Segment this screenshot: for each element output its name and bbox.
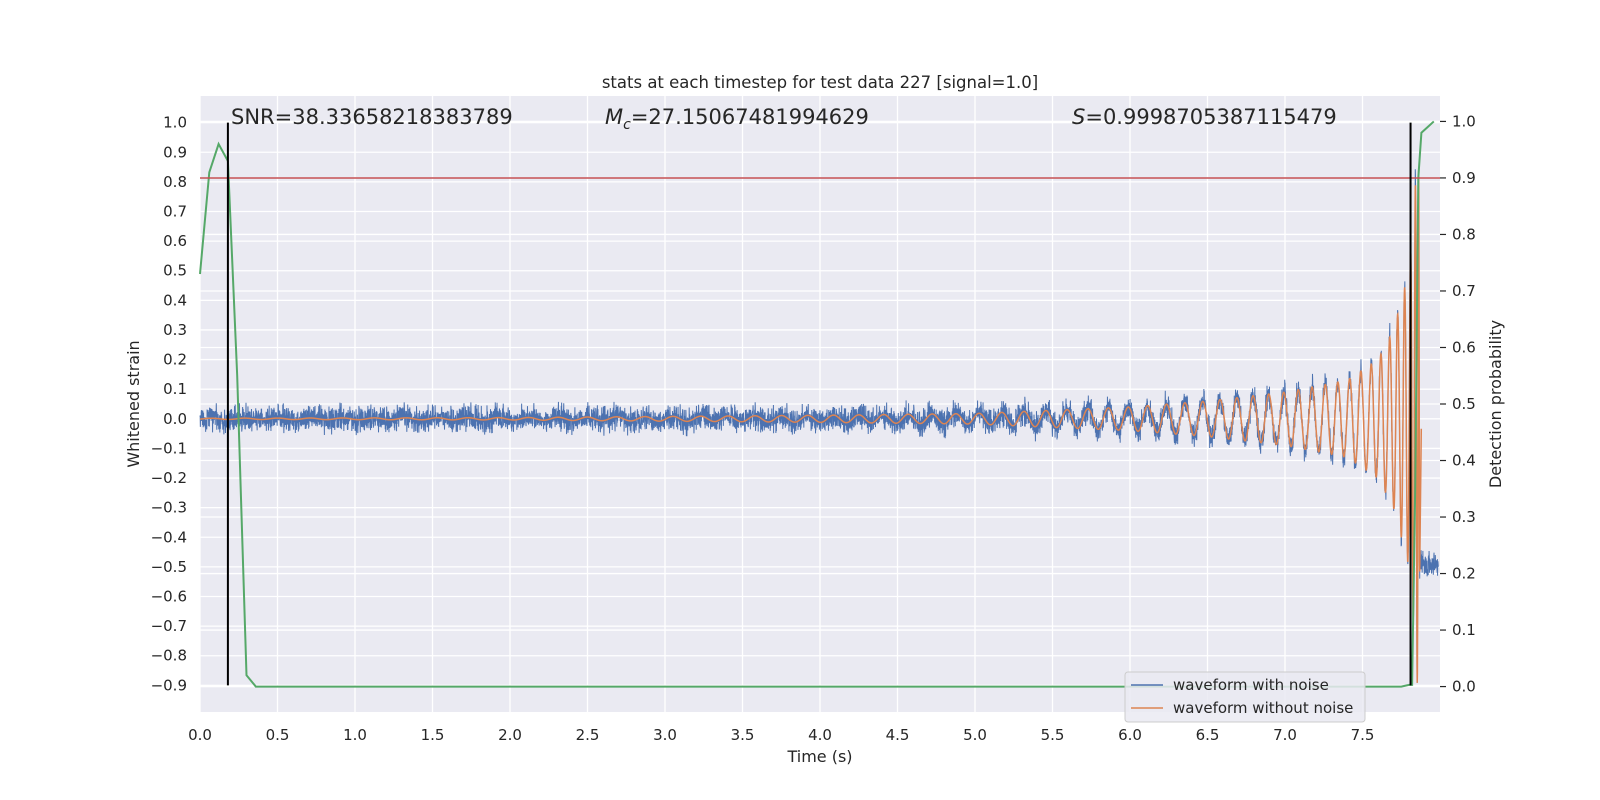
x-tick-label: 6.0	[1118, 726, 1142, 744]
y-tick-label: −0.4	[151, 528, 187, 546]
grid-lines	[199, 96, 1440, 712]
y-tick-label: −0.3	[151, 499, 187, 517]
y-tick-label: −0.9	[151, 676, 187, 694]
series-waveform-without-noise	[199, 170, 1423, 683]
series-waveform-with-noise	[199, 169, 1439, 683]
y-tick-label: 0.9	[163, 143, 187, 161]
y-tick-label: 0.0	[163, 410, 187, 428]
legend-label-with-noise: waveform with noise	[1173, 676, 1329, 694]
x-tick-label: 7.0	[1273, 726, 1297, 744]
y2-tick-label: 0.0	[1452, 678, 1476, 696]
waveform-with-noise-line	[199, 169, 1439, 683]
x-tick-label: 6.5	[1196, 726, 1220, 744]
y-tick-label: −0.5	[151, 558, 187, 576]
y-tick-label: 0.4	[163, 291, 187, 309]
y-tick-label: −0.6	[151, 588, 187, 606]
chirp-mass-subscript: c	[623, 117, 631, 133]
x-tick-label: 0.5	[266, 726, 290, 744]
x-tick-labels: 0.0 0.5 1.0 1.5 2.0 2.5 3.0 3.5 4.0 4.5 5.0 5.5 6.0 6…	[188, 726, 1374, 744]
x-tick-label: 0.0	[188, 726, 212, 744]
y2-tick-label: 0.4	[1452, 452, 1476, 470]
y-tick-label: 0.6	[163, 232, 187, 250]
score-symbol: S	[1072, 105, 1085, 129]
series-detection-probability	[199, 120, 1435, 688]
x-tick-label: 2.5	[576, 726, 600, 744]
y-tick-label: −0.8	[151, 647, 187, 665]
y-tick-label: 0.8	[163, 173, 187, 191]
y-tick-label: −0.1	[151, 439, 187, 457]
x-tick-label: 4.0	[808, 726, 832, 744]
y-tick-label: 0.5	[163, 262, 187, 280]
y2-tick-label: 0.7	[1452, 282, 1476, 300]
y-tick-labels: −0.9 −0.8 −0.7 −0.6 −0.5 −0.4 −0.3 −0.2 −0.1 0.0 0…	[151, 114, 187, 695]
y2-tick-label: 1.0	[1452, 112, 1476, 130]
chirp-mass-value: =27.15067481994629	[631, 105, 869, 129]
y-tick-label: 0.2	[163, 351, 187, 369]
y2-tick-label: 0.3	[1452, 508, 1476, 526]
x-tick-label: 1.0	[343, 726, 367, 744]
trigger-lines	[226, 122, 1412, 686]
x-tick-label: 4.5	[886, 726, 910, 744]
chirp-mass-annotation: Mc=27.15067481994629	[605, 105, 869, 133]
x-tick-label: 3.0	[653, 726, 677, 744]
legend-label-without-noise: waveform without noise	[1173, 699, 1353, 717]
y-tick-label: 1.0	[163, 114, 187, 132]
waveform-without-noise-line	[199, 170, 1423, 683]
y2-tick-label: 0.8	[1452, 225, 1476, 243]
y2-axis-label: Detection probability	[1486, 320, 1505, 488]
legend: waveform with noise waveform without noi…	[1124, 671, 1366, 723]
x-tick-label: 5.0	[963, 726, 987, 744]
detection-probability-line	[199, 120, 1435, 688]
x-tick-label: 5.5	[1041, 726, 1065, 744]
score-value: =0.9998705387115479	[1085, 105, 1336, 129]
chirp-mass-symbol: M	[605, 105, 623, 129]
legend-box	[1124, 671, 1366, 723]
y2-tick-label: 0.1	[1452, 621, 1476, 639]
y2-tick-label: 0.5	[1452, 395, 1476, 413]
x-tick-label: 1.5	[421, 726, 445, 744]
y-tick-label: 0.1	[163, 380, 187, 398]
x-axis-label: Time (s)	[786, 747, 852, 766]
y2-tick-labels: 0.0 0.1 0.2 0.3 0.4 0.5 0.6 0.7 0.8 0.9 1.0	[1440, 112, 1476, 696]
snr-annotation: SNR=38.33658218383789	[231, 105, 513, 129]
y-axis-label: Whitened strain	[124, 340, 143, 467]
score-annotation: S=0.9998705387115479	[1072, 105, 1337, 129]
y-tick-label: 0.7	[163, 203, 187, 221]
x-tick-label: 3.5	[731, 726, 755, 744]
y-tick-label: −0.7	[151, 617, 187, 635]
y2-tick-label: 0.9	[1452, 169, 1476, 187]
y-tick-label: −0.2	[151, 469, 187, 487]
y2-tick-label: 0.2	[1452, 565, 1476, 583]
y-tick-label: 0.3	[163, 321, 187, 339]
y2-tick-label: 0.6	[1452, 338, 1476, 356]
x-tick-label: 2.0	[498, 726, 522, 744]
chart-title: stats at each timestep for test data 227…	[602, 73, 1038, 92]
x-tick-label: 7.5	[1351, 726, 1375, 744]
